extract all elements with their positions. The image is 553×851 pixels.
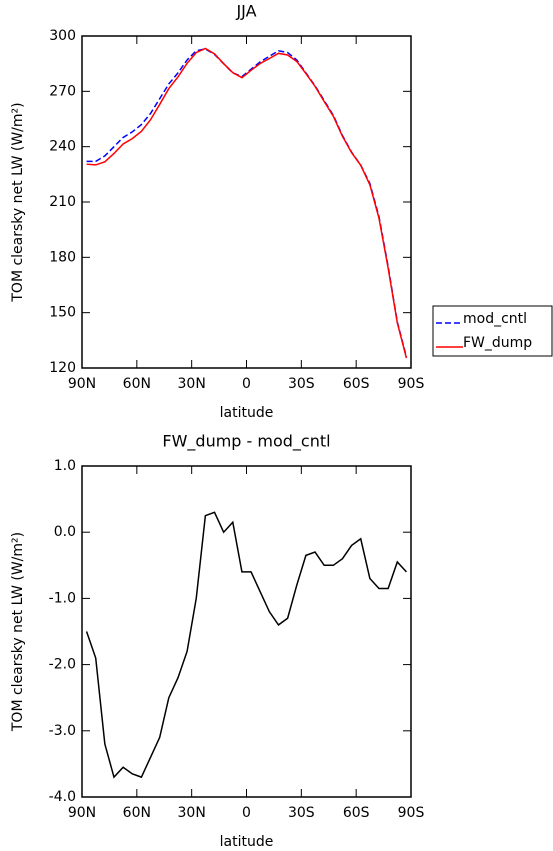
x-tick-label: 90N <box>68 805 96 821</box>
y-tick-label: -1.0 <box>49 590 76 606</box>
x-tick-label: 60N <box>123 376 151 392</box>
x-tick-label: 0 <box>242 376 251 392</box>
x-tick-label: 90S <box>398 376 425 392</box>
y-tick-label: -2.0 <box>49 657 76 673</box>
data-line <box>86 47 408 359</box>
data-line <box>86 48 408 358</box>
y-tick-label: -3.0 <box>49 723 76 739</box>
chart-title: FW_dump - mod_cntl <box>162 432 330 452</box>
x-axis-label: latitude <box>220 834 274 850</box>
y-axis-label: TOM clearsky net LW (W/m²) <box>10 532 26 732</box>
y-tick-label: 180 <box>49 249 76 265</box>
y-tick-label: 240 <box>49 139 76 155</box>
x-tick-label: 90N <box>68 376 96 392</box>
y-tick-label: -4.0 <box>49 789 76 805</box>
y-tick-label: 0.0 <box>54 524 76 540</box>
plot-frame <box>81 465 412 798</box>
x-tick-label: 60S <box>343 376 370 392</box>
x-tick-label: 90S <box>398 805 425 821</box>
y-tick-label: 120 <box>49 360 76 376</box>
x-tick-label: 30N <box>178 376 206 392</box>
x-tick-label: 30S <box>288 376 315 392</box>
x-tick-label: 60S <box>343 805 370 821</box>
y-tick-label: 270 <box>49 83 76 99</box>
data-line <box>85 511 407 779</box>
x-tick-label: 0 <box>242 805 251 821</box>
x-tick-label: 30N <box>178 805 206 821</box>
legend-label: FW_dump <box>463 335 532 351</box>
y-axis-label: TOM clearsky net LW (W/m²) <box>10 102 26 302</box>
y-tick-label: 1.0 <box>54 458 76 474</box>
y-tick-label: 300 <box>49 28 76 44</box>
x-axis-label: latitude <box>220 405 274 421</box>
x-tick-label: 60N <box>123 805 151 821</box>
x-tick-label: 30S <box>288 805 315 821</box>
chart-title: JJA <box>235 2 256 21</box>
plot-frame <box>81 35 412 369</box>
y-tick-label: 150 <box>49 305 76 321</box>
y-tick-label: 210 <box>49 194 76 210</box>
legend-label: mod_cntl <box>463 311 527 327</box>
